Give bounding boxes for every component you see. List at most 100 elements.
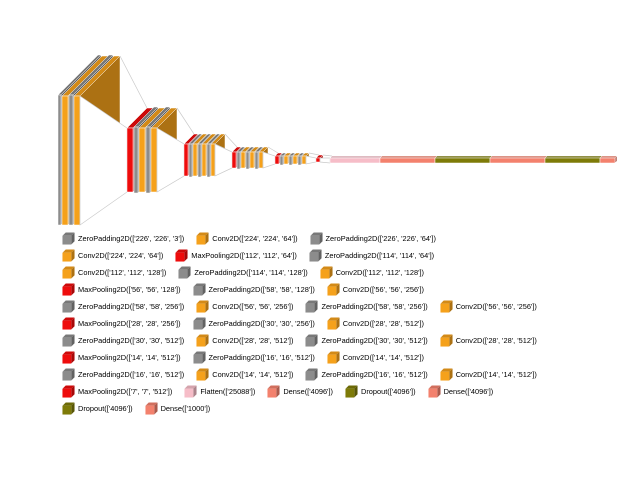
legend-item: Conv2D(['14', '14', '512'])	[196, 368, 293, 381]
legend-item-label: MaxPooling2D(['112', '112', '64'])	[191, 251, 297, 260]
legend-item: ZeroPadding2D(['226', '226', '64'])	[310, 232, 436, 245]
layer-cube-icon	[196, 334, 209, 347]
legend-item-label: Dense(['1000'])	[160, 404, 211, 413]
legend-item: Conv2D(['14', '14', '512'])	[440, 368, 537, 381]
legend-item: Conv2D(['56', '56', '256'])	[440, 300, 537, 313]
layer-cube-icon	[62, 402, 75, 415]
legend-item-label: ZeroPadding2D(['226', '226', '64'])	[325, 234, 436, 243]
legend-item-label: Conv2D(['56', '56', '256'])	[212, 302, 294, 311]
legend-item: ZeroPadding2D(['30', '30', '512'])	[305, 334, 428, 347]
legend-item: Dense(['4096'])	[267, 385, 333, 398]
legend-item-label: ZeroPadding2D(['30', '30', '512'])	[321, 336, 428, 345]
layer-cube-icon	[327, 351, 340, 364]
legend-item: MaxPooling2D(['7', '7', '512'])	[62, 385, 172, 398]
legend-item: Flatten(['25088'])	[184, 385, 255, 398]
legend-item-label: ZeroPadding2D(['58', '58', '256'])	[321, 302, 428, 311]
layer-cube-icon	[62, 266, 75, 279]
layer-cube-icon	[175, 249, 188, 262]
legend-item-label: ZeroPadding2D(['114', '114', '64'])	[324, 251, 435, 260]
legend-item-label: Conv2D(['28', '28', '512'])	[455, 336, 537, 345]
legend-item-label: Flatten(['25088'])	[200, 387, 256, 396]
layer-cube-icon	[62, 368, 75, 381]
layer-cube-icon	[62, 385, 75, 398]
legend-row: Dropout(['4096']) Dense(['1000'])	[62, 400, 640, 417]
architecture-diagram	[57, 54, 618, 226]
legend-item: Conv2D(['14', '14', '512'])	[327, 351, 424, 364]
layer-cube-icon	[327, 317, 340, 330]
legend-row: ZeroPadding2D(['226', '226', '3']) Conv2D…	[62, 230, 640, 247]
legend-item-label: Conv2D(['56', '56', '256'])	[342, 285, 424, 294]
legend-item: MaxPooling2D(['56', '56', '128'])	[62, 283, 181, 296]
layer-cube-icon	[178, 266, 191, 279]
layer-cube-icon	[305, 334, 318, 347]
legend-item-label: ZeroPadding2D(['30', '30', '256'])	[208, 319, 315, 328]
legend-item-label: ZeroPadding2D(['16', '16', '512'])	[78, 370, 185, 379]
layer-cube-icon	[62, 283, 75, 296]
layer-cube-icon	[62, 249, 75, 262]
layer-cube-icon	[62, 232, 75, 245]
legend-item: Conv2D(['112', '112', '128'])	[320, 266, 424, 279]
layer-cube-icon	[62, 334, 75, 347]
legend-item: MaxPooling2D(['28', '28', '256'])	[62, 317, 181, 330]
layer-cube-icon	[267, 385, 280, 398]
legend-item-label: Conv2D(['224', '224', '64'])	[212, 234, 298, 243]
legend-item-label: Dense(['4096'])	[283, 387, 333, 396]
legend-item: ZeroPadding2D(['58', '58', '256'])	[305, 300, 428, 313]
legend-item: ZeroPadding2D(['58', '58', '128'])	[193, 283, 315, 296]
legend-item-label: ZeroPadding2D(['30', '30', '512'])	[78, 336, 185, 345]
legend-item: ZeroPadding2D(['114', '114', '128'])	[178, 266, 308, 279]
legend-item: Conv2D(['28', '28', '512'])	[440, 334, 537, 347]
layer-cube-icon	[345, 385, 358, 398]
layer-cube-icon	[62, 351, 75, 364]
layer-cube-icon	[193, 317, 206, 330]
legend-row: ZeroPadding2D(['58', '58', '256']) Conv2D…	[62, 298, 640, 315]
legend-item-label: ZeroPadding2D(['226', '226', '3'])	[78, 234, 185, 243]
legend-item-label: ZeroPadding2D(['114', '114', '128'])	[194, 268, 308, 277]
legend-item-label: Conv2D(['28', '28', '512'])	[342, 319, 424, 328]
legend-item-label: Conv2D(['28', '28', '512'])	[212, 336, 294, 345]
legend-item-label: Conv2D(['14', '14', '512'])	[342, 353, 424, 362]
layer-cube-icon	[305, 368, 318, 381]
legend-item: Dropout(['4096'])	[62, 402, 133, 415]
layer-cube-icon	[62, 317, 75, 330]
legend-item-label: MaxPooling2D(['56', '56', '128'])	[78, 285, 181, 294]
legend-item: Conv2D(['224', '224', '64'])	[196, 232, 298, 245]
legend-item-label: Conv2D(['112', '112', '128'])	[78, 268, 167, 277]
legend-item: Conv2D(['56', '56', '256'])	[196, 300, 293, 313]
layer-cube-icon	[428, 385, 441, 398]
layer-cube-icon	[196, 232, 209, 245]
layer-cube-icon	[440, 368, 453, 381]
legend-item: ZeroPadding2D(['16', '16', '512'])	[305, 368, 428, 381]
legend-item: Dropout(['4096'])	[345, 385, 416, 398]
legend-item: ZeroPadding2D(['30', '30', '256'])	[193, 317, 315, 330]
legend-row: MaxPooling2D(['14', '14', '512']) ZeroPad…	[62, 349, 640, 366]
layer-cube-icon	[145, 402, 158, 415]
legend-item: Dense(['1000'])	[145, 402, 211, 415]
legend-item: Conv2D(['28', '28', '512'])	[196, 334, 293, 347]
layer-cube-icon	[327, 283, 340, 296]
legend-item: ZeroPadding2D(['16', '16', '512'])	[62, 368, 184, 381]
legend-item-label: Conv2D(['14', '14', '512'])	[212, 370, 294, 379]
legend-row: Conv2D(['224', '224', '64']) MaxPooling2D…	[62, 247, 640, 264]
legend-item-label: ZeroPadding2D(['16', '16', '512'])	[208, 353, 315, 362]
legend-item-label: Conv2D(['112', '112', '128'])	[335, 268, 424, 277]
layer-cube-icon	[440, 334, 453, 347]
legend-item-label: Dense(['4096'])	[443, 387, 494, 396]
legend-row: MaxPooling2D(['56', '56', '128']) ZeroPad…	[62, 281, 640, 298]
legend-item-label: Conv2D(['14', '14', '512'])	[455, 370, 537, 379]
legend-row: ZeroPadding2D(['30', '30', '512']) Conv2D…	[62, 332, 640, 349]
layer-cube-icon	[196, 368, 209, 381]
legend-item-label: MaxPooling2D(['7', '7', '512'])	[78, 387, 173, 396]
legend-item-label: Conv2D(['224', '224', '64'])	[78, 251, 164, 260]
layer-cube-icon	[310, 232, 323, 245]
legend-item: Conv2D(['224', '224', '64'])	[62, 249, 163, 262]
legend-item: ZeroPadding2D(['16', '16', '512'])	[193, 351, 315, 364]
legend-item-label: Conv2D(['56', '56', '256'])	[455, 302, 537, 311]
legend-item-label: ZeroPadding2D(['16', '16', '512'])	[321, 370, 428, 379]
legend-item-label: ZeroPadding2D(['58', '58', '256'])	[78, 302, 185, 311]
legend-item-label: Dropout(['4096'])	[360, 387, 416, 396]
legend-item: Dense(['4096'])	[428, 385, 494, 398]
layer-cube-icon	[193, 351, 206, 364]
layer-legend: ZeroPadding2D(['226', '226', '3']) Conv2D…	[62, 230, 640, 417]
